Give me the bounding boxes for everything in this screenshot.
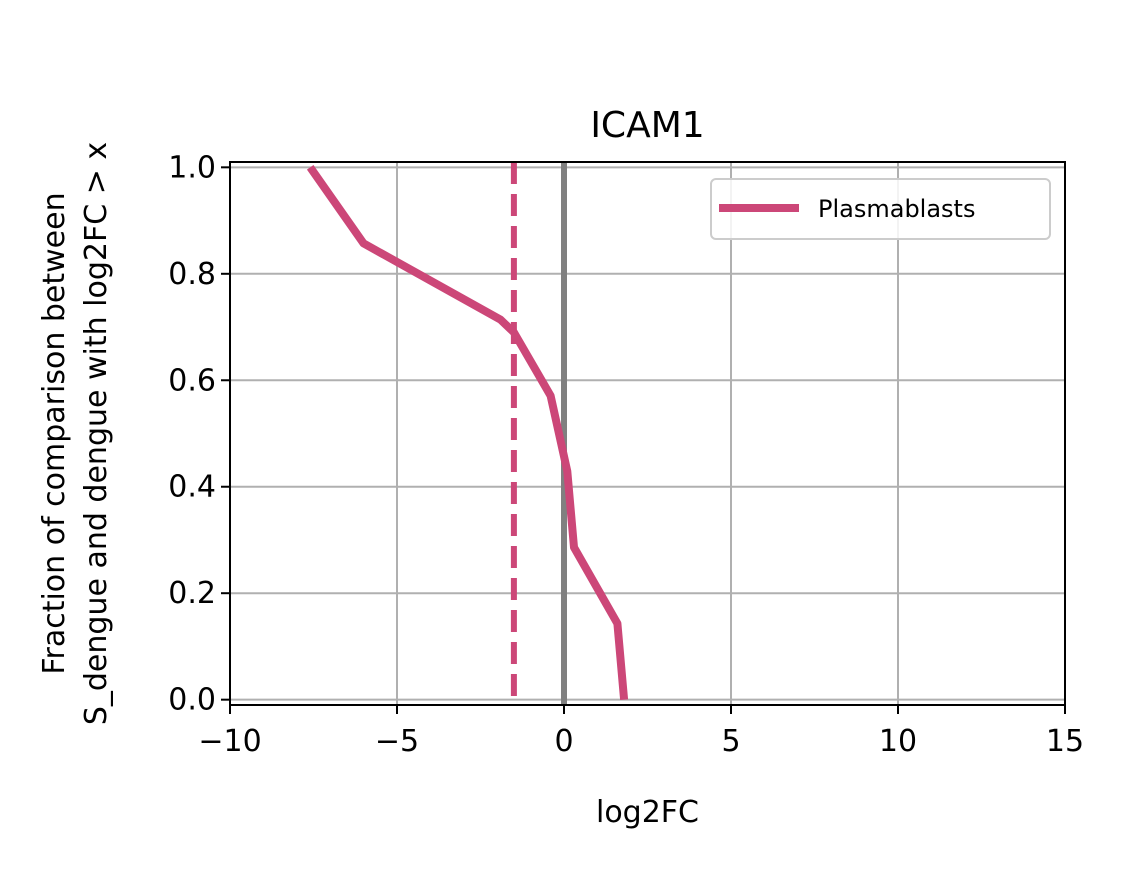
grid — [229, 162, 1066, 705]
series-layer — [306, 165, 629, 701]
x-tick-label: 15 — [1046, 724, 1084, 759]
y-tick-label: 1.0 — [168, 150, 216, 185]
legend-label-plasmablasts: Plasmablasts — [818, 195, 975, 223]
y-tick-label: 0.8 — [168, 257, 216, 292]
y-axis-label-line-2: S_dengue and dengue with log2FC > x — [79, 142, 114, 725]
legend: Plasmablasts — [710, 178, 1051, 240]
x-axis-label: log2FC — [596, 795, 699, 830]
plot-frame — [229, 161, 1066, 706]
x-tick-label: 5 — [721, 724, 740, 759]
x-tick-label: −5 — [375, 724, 419, 759]
chart-title: ICAM1 — [590, 105, 704, 146]
y-tick-label: 0.4 — [168, 470, 216, 505]
y-axis-label-line-1: Fraction of comparison between — [37, 192, 72, 674]
y-axis-ticks: 0.0 0.2 0.4 0.6 0.8 1.0 — [168, 150, 230, 718]
y-tick-label: 0.0 — [168, 683, 216, 718]
x-tick-label: −10 — [198, 724, 261, 759]
series-line-plasmablasts — [306, 165, 629, 701]
x-tick-label: 0 — [554, 724, 573, 759]
reference-lines — [510, 162, 567, 705]
x-tick-label: 10 — [879, 724, 917, 759]
x-axis-ticks: −10 −5 0 5 10 15 — [198, 705, 1084, 759]
y-tick-label: 0.6 — [168, 363, 216, 398]
y-tick-label: 0.2 — [168, 576, 216, 611]
legend-box — [710, 178, 1051, 240]
